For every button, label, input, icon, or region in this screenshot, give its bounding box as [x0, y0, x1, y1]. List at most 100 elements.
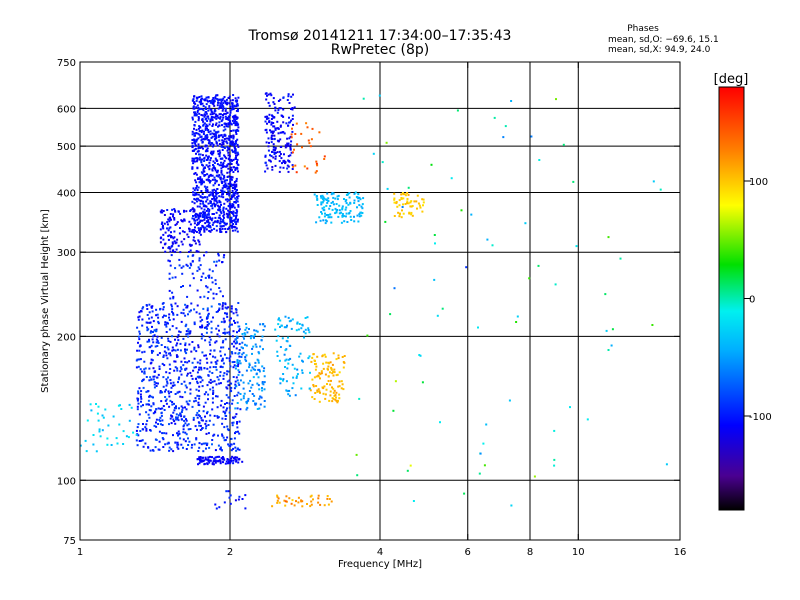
- data-point: [358, 397, 361, 400]
- data-point: [206, 156, 209, 159]
- data-point: [223, 174, 226, 177]
- data-point: [217, 252, 220, 255]
- data-point: [212, 366, 215, 368]
- data-point: [200, 212, 202, 215]
- data-point: [341, 213, 344, 215]
- data-point: [213, 166, 216, 169]
- data-point: [205, 420, 208, 423]
- data-point: [327, 368, 329, 371]
- data-point: [162, 405, 165, 407]
- data-point: [222, 346, 225, 349]
- data-point: [396, 205, 399, 208]
- data-point: [272, 130, 275, 133]
- data-point: [216, 94, 219, 97]
- data-point: [219, 231, 222, 233]
- data-point: [174, 349, 177, 352]
- data-point: [197, 143, 200, 146]
- data-point: [266, 94, 268, 97]
- data-point: [264, 120, 267, 123]
- data-point: [199, 316, 202, 319]
- data-point: [171, 291, 174, 294]
- data-point: [191, 116, 194, 119]
- data-point: [199, 264, 202, 267]
- data-point: [393, 192, 396, 195]
- data-point: [257, 351, 260, 354]
- data-point: [204, 125, 207, 128]
- data-point: [176, 313, 179, 316]
- data-point: [211, 145, 214, 148]
- data-point: [230, 166, 233, 169]
- data-point: [183, 238, 186, 241]
- data-point: [310, 138, 313, 141]
- data-point: [193, 222, 196, 225]
- data-point: [293, 106, 296, 109]
- data-point: [165, 323, 167, 326]
- data-point: [226, 331, 229, 334]
- data-point: [139, 358, 142, 361]
- data-point: [168, 423, 170, 426]
- data-point: [269, 154, 271, 157]
- data-point: [183, 210, 185, 213]
- data-point: [187, 437, 189, 440]
- data-point: [207, 138, 210, 141]
- data-point: [268, 113, 271, 116]
- data-point: [226, 179, 228, 182]
- data-point: [149, 346, 152, 349]
- data-point: [237, 153, 240, 156]
- data-point: [179, 251, 182, 254]
- data-point: [238, 342, 241, 345]
- data-point: [203, 367, 206, 370]
- data-point: [227, 443, 230, 446]
- data-point: [172, 249, 175, 252]
- data-point: [196, 289, 199, 292]
- data-point: [219, 98, 222, 101]
- data-point: [417, 202, 420, 205]
- data-point: [229, 323, 232, 326]
- data-point: [156, 345, 159, 347]
- data-point: [304, 317, 307, 319]
- data-point: [137, 318, 140, 321]
- data-point: [265, 115, 268, 118]
- data-point: [228, 155, 231, 158]
- data-point: [193, 240, 196, 243]
- data-point: [214, 131, 217, 134]
- data-point: [215, 264, 218, 267]
- data-point: [204, 458, 207, 461]
- data-point: [225, 212, 228, 215]
- data-point: [238, 355, 241, 358]
- data-point: [235, 223, 238, 226]
- data-point: [221, 124, 223, 127]
- data-point: [271, 166, 274, 168]
- data-point: [234, 367, 237, 370]
- data-point: [230, 459, 233, 462]
- data-point: [278, 160, 281, 163]
- data-point: [209, 378, 212, 381]
- data-point: [201, 118, 204, 121]
- data-point: [253, 329, 256, 332]
- data-point: [204, 214, 207, 217]
- data-point: [204, 106, 207, 109]
- data-point: [138, 413, 141, 416]
- data-point: [205, 144, 208, 147]
- data-point: [193, 189, 196, 192]
- data-point: [381, 161, 384, 164]
- data-point: [196, 428, 198, 431]
- data-point: [235, 459, 238, 462]
- data-point: [220, 167, 223, 170]
- data-point: [152, 341, 155, 344]
- data-point: [152, 403, 155, 406]
- data-point: [250, 335, 253, 337]
- data-point: [218, 329, 220, 332]
- data-point: [236, 321, 239, 324]
- data-point: [198, 243, 201, 246]
- data-point: [219, 448, 222, 451]
- data-point: [218, 303, 221, 306]
- data-point: [327, 197, 330, 200]
- data-point: [231, 187, 234, 189]
- data-point: [190, 230, 193, 233]
- data-point: [209, 230, 212, 233]
- data-point: [271, 115, 274, 118]
- data-point: [222, 161, 225, 164]
- data-point: [236, 361, 239, 364]
